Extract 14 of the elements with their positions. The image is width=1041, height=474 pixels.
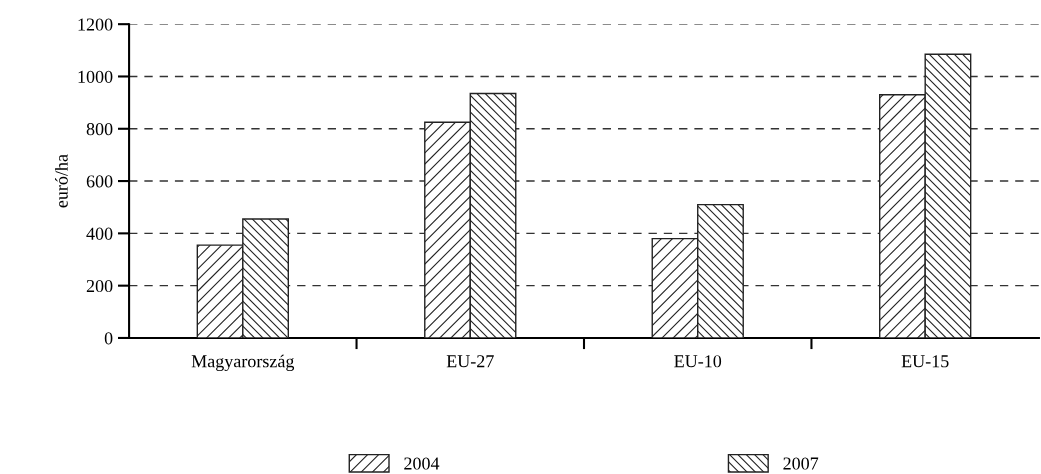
y-tick-label: 1000 <box>78 70 113 83</box>
legend-label: 2004 <box>404 457 440 470</box>
y-tick-label: 600 <box>86 175 113 188</box>
x-tick-label: EU-15 <box>901 355 949 368</box>
x-tick-label: Magyarország <box>191 354 295 372</box>
y-tick-label: 1200 <box>78 18 113 31</box>
x-tick-label: EU-10 <box>674 355 722 368</box>
y-tick-label: 800 <box>86 123 113 136</box>
y-tick-label: 400 <box>86 227 113 240</box>
legend-label: 2007 <box>783 457 819 470</box>
y-tick-label: 200 <box>86 279 113 293</box>
y-tick-label: 0 <box>104 332 113 345</box>
y-axis-title: euró/ha <box>55 154 68 208</box>
x-tick-label: EU-27 <box>446 355 494 368</box>
